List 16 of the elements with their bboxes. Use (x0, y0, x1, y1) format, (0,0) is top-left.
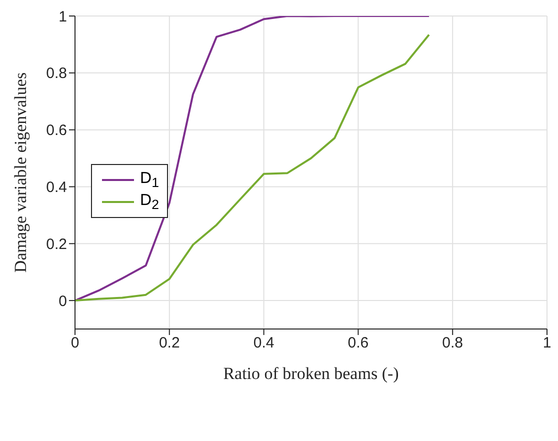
y-tick-label: 0.4 (46, 179, 67, 196)
x-tick-label: 0.6 (348, 334, 369, 352)
x-tick-label: 0.4 (253, 334, 274, 352)
y-axis-title: Damage variable eigenvalues (11, 72, 30, 273)
y-tick-label: 0.8 (46, 65, 67, 82)
legend-label: D$_{1}$ (140, 170, 159, 190)
x-tick-label: 0.8 (442, 334, 464, 352)
x-tick-label: 0 (70, 334, 80, 352)
y-tick-label: 0.2 (46, 236, 67, 253)
x-tick-label: 0.2 (158, 334, 180, 352)
legend-label: D$_{2}$ (140, 192, 159, 212)
y-tick-label: 0 (58, 292, 67, 310)
y-tick-label: 0.6 (46, 122, 67, 140)
y-tick-label: 1 (58, 8, 67, 26)
x-axis-title: Ratio of broken beams (-) (223, 364, 399, 383)
x-tick-label: 1 (542, 334, 552, 352)
